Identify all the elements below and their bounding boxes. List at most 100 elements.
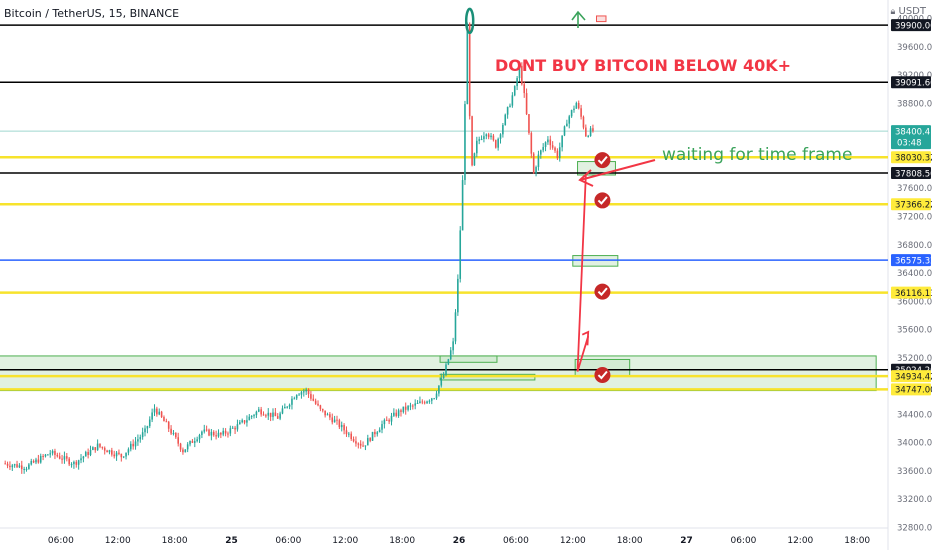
candle-body [440, 378, 443, 386]
lock-icon: 🔒︎ [890, 7, 896, 17]
candle-body [359, 443, 362, 446]
candle-body [243, 420, 246, 423]
candle-body [222, 430, 225, 435]
candle-body [208, 429, 210, 436]
candle-body [101, 446, 104, 448]
candle-body [378, 429, 381, 433]
candle-body [298, 394, 300, 396]
candle-body [99, 443, 101, 447]
candle-body [255, 411, 258, 416]
x-tick-label: 26 [453, 536, 466, 546]
candle-body [246, 420, 248, 423]
price-label: 36575.32 [895, 256, 932, 266]
candle-body [570, 110, 573, 117]
candle-body [103, 447, 106, 451]
candle-body [274, 412, 277, 417]
candle-body [494, 140, 497, 148]
candle-body [122, 456, 125, 458]
x-tick-label: 06:00 [48, 536, 74, 546]
candle-body [28, 464, 30, 469]
candle-body [179, 443, 182, 450]
candle-body [113, 454, 116, 457]
candle-body [61, 458, 63, 460]
candle-body [151, 412, 153, 420]
candle-body [530, 133, 533, 154]
candle-body [321, 408, 324, 411]
y-tick-label: 37200.00 [897, 212, 932, 222]
symbol-title: Bitcoin / TetherUS, 15, BINANCE [4, 7, 180, 20]
candle-body [295, 394, 298, 399]
candle-body [369, 438, 371, 441]
y-tick-label: 33600.00 [897, 467, 932, 477]
candle-body [42, 455, 44, 457]
candle-body [54, 450, 56, 455]
green-arrow-head-icon [571, 10, 586, 21]
candle-body [75, 461, 78, 465]
candle-body [537, 154, 540, 168]
candle-body [35, 459, 37, 463]
candle-body [589, 128, 592, 136]
candle-body [47, 454, 49, 456]
check-mark-icon [594, 152, 611, 169]
candle-body [461, 180, 464, 231]
candle-body [521, 65, 523, 85]
candle-body [454, 312, 457, 342]
candle-body [350, 433, 353, 440]
candle-body [231, 427, 234, 429]
candle-body [184, 449, 187, 453]
candle-body [220, 432, 222, 435]
x-tick-label: 18:00 [162, 536, 188, 546]
y-tick-label: 32800.00 [897, 524, 932, 534]
candle-body [468, 23, 471, 117]
price-label-box [891, 383, 931, 396]
candle-body [167, 421, 170, 429]
candle-body [291, 398, 293, 405]
candle-body [111, 450, 113, 455]
candle-body [400, 410, 402, 412]
candle-body [385, 419, 388, 421]
candle-body [77, 460, 80, 465]
price-label: 39900.06 [895, 21, 932, 31]
candle-body [56, 454, 59, 457]
candle-body [483, 136, 485, 140]
candle-body [205, 429, 208, 431]
candle-body [355, 441, 357, 444]
candle-body [390, 415, 393, 422]
candle-body [229, 428, 232, 434]
candle-body [279, 413, 281, 419]
price-countdown-label: 03:48 [897, 139, 922, 149]
currency-label[interactable]: 🔒︎ USDT [891, 6, 926, 17]
price-label-box [891, 125, 931, 150]
x-tick-label: 12:00 [560, 536, 586, 546]
candle-body [239, 422, 241, 425]
candle-body [329, 414, 331, 418]
headline-annotation: DONT BUY BITCOIN BELOW 40K+ [495, 56, 792, 75]
candle-body [66, 456, 68, 459]
candle-body [307, 389, 310, 395]
candle-body [568, 116, 571, 124]
candle-body [452, 341, 454, 351]
candle-body [73, 461, 75, 465]
candle-body [20, 465, 23, 470]
candle-body [115, 452, 118, 457]
candle-body [551, 145, 554, 148]
check-mark-icon [594, 367, 611, 384]
candle-body [23, 468, 25, 470]
candle-body [144, 428, 146, 433]
zone-box-0 [0, 355, 877, 392]
candle-body [532, 153, 535, 174]
y-tick-label: 35600.00 [897, 326, 932, 336]
candle-body [585, 127, 587, 137]
candle-body [215, 435, 217, 437]
candle-body [525, 93, 528, 115]
candle-body [566, 123, 568, 127]
candle-body [257, 409, 260, 412]
candle-body [371, 431, 374, 441]
check-mark-tick [597, 370, 608, 380]
x-tick-label: 06:00 [730, 536, 756, 546]
candle-body [272, 412, 274, 417]
check-mark-icon [594, 283, 611, 300]
candle-body [547, 139, 549, 143]
candle-body [87, 452, 89, 455]
